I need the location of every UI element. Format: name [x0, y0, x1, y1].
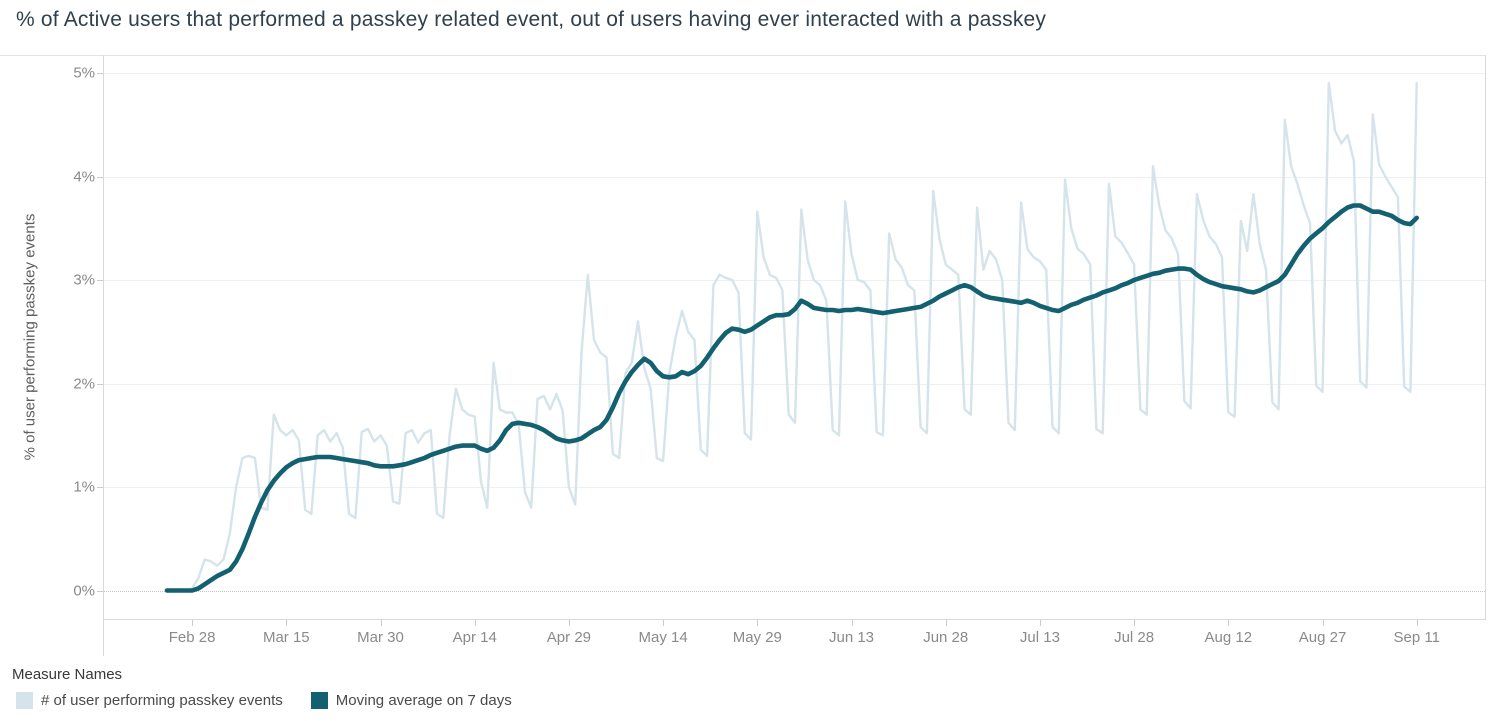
x-tick-mark	[380, 620, 382, 626]
h-gridline	[104, 280, 1485, 281]
raw-series-swatch-icon	[16, 692, 33, 709]
x-tick-mark	[1322, 620, 1324, 626]
legend-title: Measure Names	[12, 666, 123, 683]
plot-border-right	[1485, 55, 1486, 619]
x-tick-mark	[192, 620, 194, 626]
y-tick-label: 4%	[73, 168, 95, 185]
x-tick-label: Mar 15	[262, 629, 310, 646]
x-tick-mark	[945, 620, 947, 626]
x-tick-label: May 29	[732, 629, 782, 646]
y-tick-label: 0%	[73, 582, 95, 599]
legend-item-label: # of user performing passkey events	[41, 692, 283, 709]
h-gridline	[104, 487, 1485, 488]
x-tick-label: Aug 27	[1298, 629, 1347, 646]
x-tick-label: Apr 29	[546, 629, 592, 646]
x-tick-label: May 14	[638, 629, 688, 646]
y-tick-label: 3%	[73, 271, 95, 289]
legend-items: # of user performing passkey events Movi…	[12, 692, 536, 709]
x-tick-mark	[286, 620, 288, 626]
raw-series-line[interactable]	[165, 82, 1418, 592]
x-tick-label: Apr 14	[452, 629, 497, 646]
x-tick-label: Jun 28	[923, 629, 969, 646]
y-tick-label: 2%	[73, 375, 95, 392]
page-title: % of Active users that performed a passk…	[16, 8, 1047, 31]
legend: Measure Names # of user performing passk…	[12, 666, 536, 709]
x-tick-mark	[663, 620, 665, 626]
title-divider	[0, 55, 1486, 56]
plot-border-left	[103, 55, 104, 656]
h-gridline	[104, 73, 1485, 74]
x-tick-label: Sep 11	[1393, 629, 1440, 646]
h-gridline	[104, 590, 1485, 592]
moving-average-swatch-icon	[310, 692, 328, 709]
x-tick-label: Feb 28	[168, 629, 216, 646]
x-tick-label: Mar 30	[357, 629, 404, 646]
y-tick-mark	[97, 590, 103, 592]
y-axis-title: % of user performing passkey events	[21, 213, 39, 461]
x-tick-label: Aug 12	[1204, 629, 1253, 646]
x-tick-mark	[757, 620, 759, 626]
y-tick-mark	[97, 487, 103, 488]
legend-item-moving-average[interactable]: Moving average on 7 days	[310, 692, 512, 709]
plot-area	[164, 82, 1419, 593]
h-gridline	[104, 383, 1485, 385]
plot-border-bottom	[103, 619, 1486, 620]
y-tick-label: 1%	[73, 478, 95, 496]
legend-item-raw-series[interactable]: # of user performing passkey events	[16, 692, 283, 709]
legend-item-label: Moving average on 7 days	[335, 692, 512, 709]
x-tick-label: Jul 28	[1114, 629, 1155, 646]
moving-average-line[interactable]	[164, 203, 1419, 593]
y-tick-mark	[97, 383, 103, 385]
x-tick-mark	[1134, 620, 1136, 626]
y-tick-mark	[97, 280, 103, 281]
x-tick-label: Jun 13	[828, 629, 875, 646]
x-tick-mark	[474, 620, 476, 626]
h-gridline	[104, 176, 1485, 178]
y-tick-mark	[97, 73, 103, 74]
x-tick-mark	[851, 620, 853, 626]
x-tick-mark	[1039, 620, 1041, 626]
x-tick-mark	[1416, 620, 1418, 626]
x-tick-mark	[568, 620, 570, 626]
x-tick-mark	[1228, 620, 1230, 626]
y-tick-mark	[97, 176, 103, 178]
y-tick-label: 5%	[73, 64, 95, 82]
x-tick-label: Jul 13	[1019, 629, 1060, 646]
